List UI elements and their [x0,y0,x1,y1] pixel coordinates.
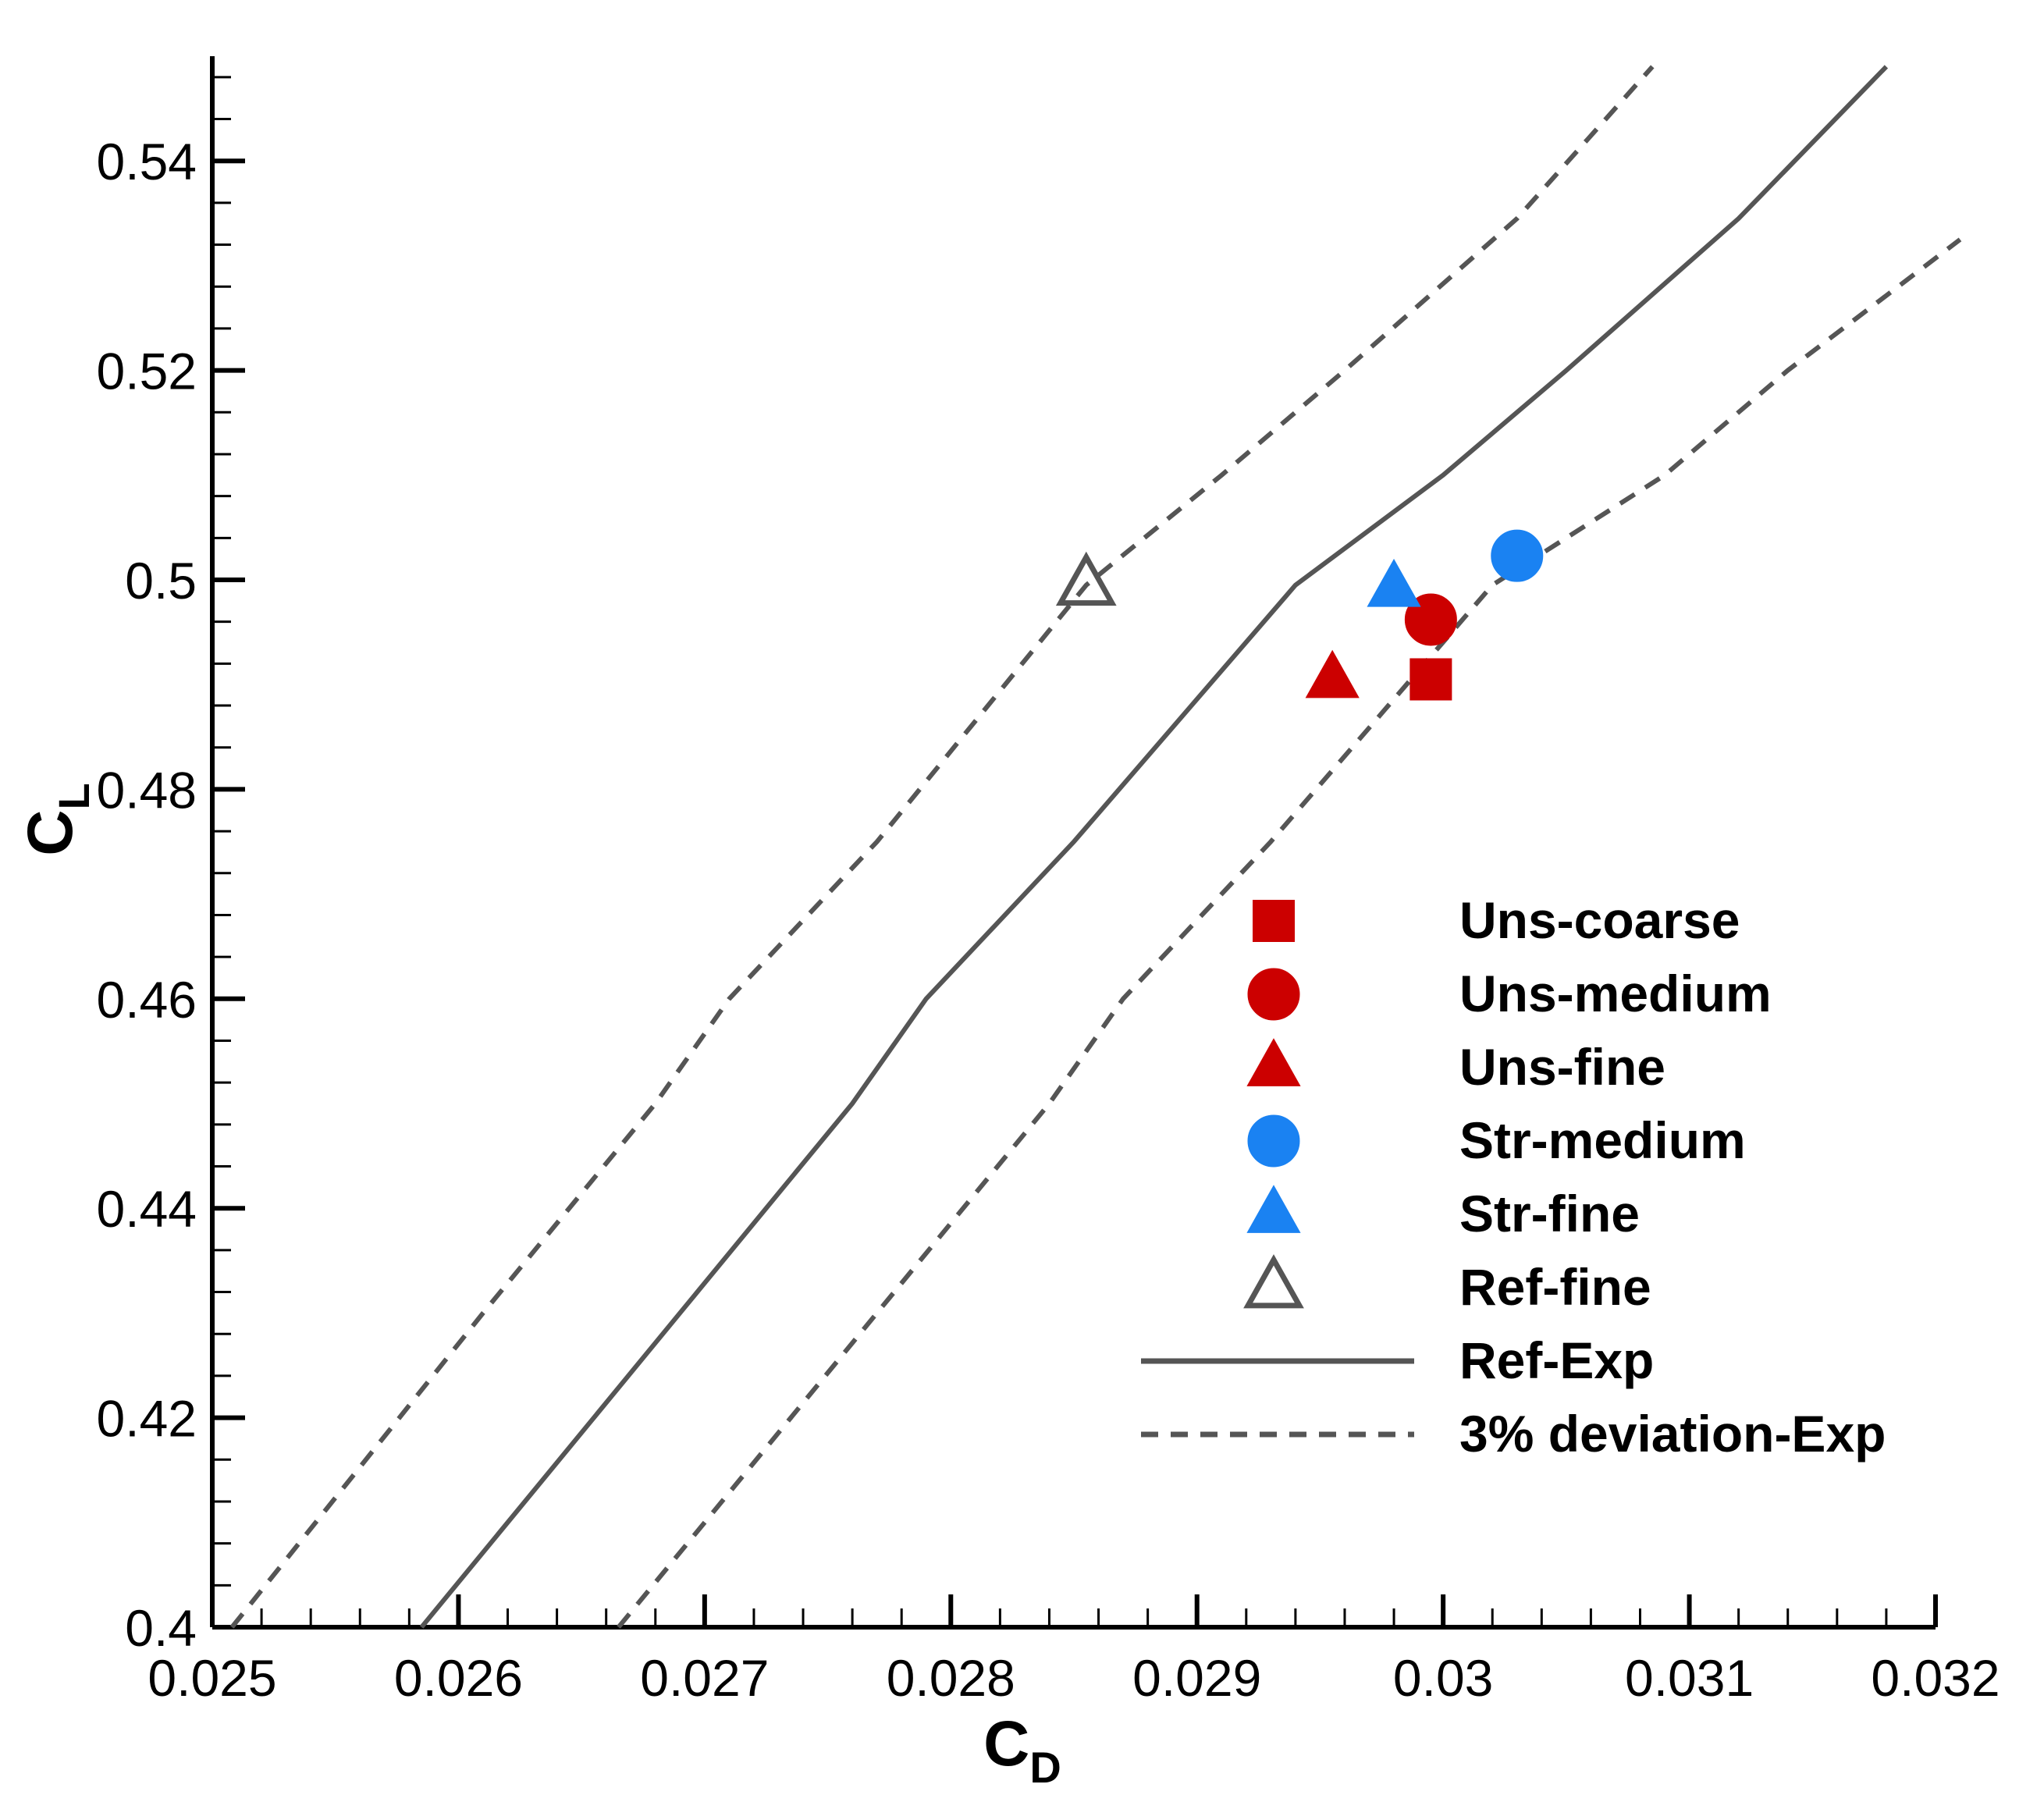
y-tick-label: 0.5 [125,552,197,610]
series-line-3-deviation-exp [617,237,1962,1629]
y-tick-label: 0.54 [97,133,197,190]
x-axis-title: CD [983,1708,1061,1792]
x-tick-label: 0.031 [1625,1649,1754,1707]
data-point-uns-coarse [1409,658,1452,701]
x-tick-label: 0.027 [640,1649,769,1707]
data-point-str-medium [1491,529,1544,582]
legend-label-ref-fine: Ref-fine [1459,1258,1651,1316]
y-tick-label: 0.4 [125,1599,197,1657]
legend-label-str-fine: Str-fine [1459,1185,1640,1242]
legend-label-ref-exp: Ref-Exp [1459,1331,1654,1389]
x-tick-label: 0.028 [887,1649,1015,1707]
y-tick-label: 0.42 [97,1390,197,1448]
series-line-3-deviation-exp [229,65,1655,1629]
x-tick-label: 0.026 [394,1649,523,1707]
series-line-ref-exp [419,65,1889,1629]
data-point-uns-medium [1404,593,1457,646]
legend-symbol-uns-fine [1246,1038,1301,1086]
data-point-str-fine [1367,558,1421,607]
y-tick-label: 0.48 [97,761,197,819]
y-tick-label: 0.46 [97,971,197,1029]
legend-label-uns-coarse: Uns-coarse [1459,891,1740,949]
legend-symbol-ref-fine [1243,1254,1304,1309]
y-tick-label: 0.44 [97,1180,197,1238]
legend-symbol-str-medium [1247,1114,1300,1168]
data-point-uns-fine [1305,649,1360,698]
legend-symbol-str-fine [1246,1185,1301,1233]
data-point-ref-fine [1055,551,1117,606]
y-tick-label: 0.52 [97,343,197,400]
legend-label-uns-fine: Uns-fine [1459,1038,1665,1096]
x-tick-label: 0.03 [1393,1649,1493,1707]
x-tick-label: 0.029 [1132,1649,1261,1707]
legend-label-3-deviation-exp: 3% deviation-Exp [1459,1405,1886,1463]
legend-label-str-medium: Str-medium [1459,1111,1746,1169]
x-tick-label: 0.025 [148,1649,276,1707]
legend-symbol-uns-medium [1247,968,1300,1021]
legend-label-uns-medium: Uns-medium [1459,965,1772,1022]
legend-symbol-uns-coarse [1253,900,1295,942]
y-axis-title: CL [15,783,98,855]
x-tick-label: 0.032 [1871,1649,2000,1707]
